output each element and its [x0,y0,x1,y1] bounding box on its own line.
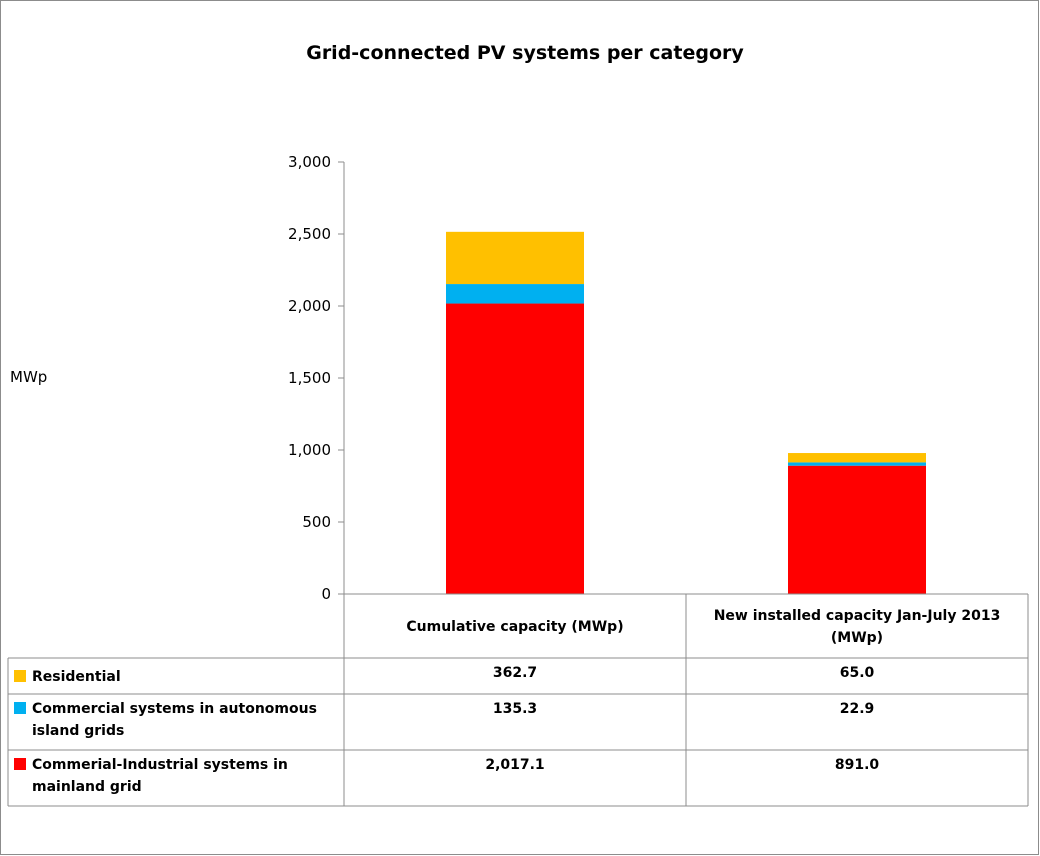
bar-segment [446,231,584,285]
series-label: Commerial-Industrial systems in [32,757,288,773]
data-value: 22.9 [840,701,875,717]
y-tick-label: 2,500 [288,225,331,243]
category-label: New installed capacity Jan-July 2013 [714,608,1001,624]
data-value: 135.3 [493,701,537,717]
y-tick-label: 3,000 [288,153,331,171]
y-axis: 0 500 1,000 1,500 2,000 2,500 3,000 [288,153,345,603]
y-tick-label: 2,000 [288,297,331,315]
y-tick-label: 1,500 [288,369,331,387]
bar-segment [788,453,926,463]
bar-segment [446,284,584,304]
y-tick-label: 500 [302,513,331,531]
data-table: Cumulative capacity (MWp) New installed c… [7,593,1029,807]
category-label: Cumulative capacity (MWp) [406,619,623,635]
legend-key [14,702,26,714]
series-label: Residential [32,669,121,685]
series-label: Commercial systems in autonomous [32,701,317,717]
data-value: 65.0 [840,665,875,681]
bar-segment [788,462,926,466]
y-tick-label: 0 [321,585,331,603]
bar-segment [446,303,584,594]
series-label: island grids [32,723,124,739]
bar-segment [788,465,926,594]
chart-title: Grid-connected PV systems per category [306,42,744,64]
data-value: 891.0 [835,757,880,773]
category-label: (MWp) [831,630,883,646]
legend-key [14,670,26,682]
data-value: 2,017.1 [485,757,544,773]
plot-area [446,231,926,594]
y-tick-label: 1,000 [288,441,331,459]
legend-key [14,758,26,770]
data-value: 362.7 [493,665,537,681]
y-axis-label: MWp [10,368,47,386]
series-label: mainland grid [32,779,142,795]
